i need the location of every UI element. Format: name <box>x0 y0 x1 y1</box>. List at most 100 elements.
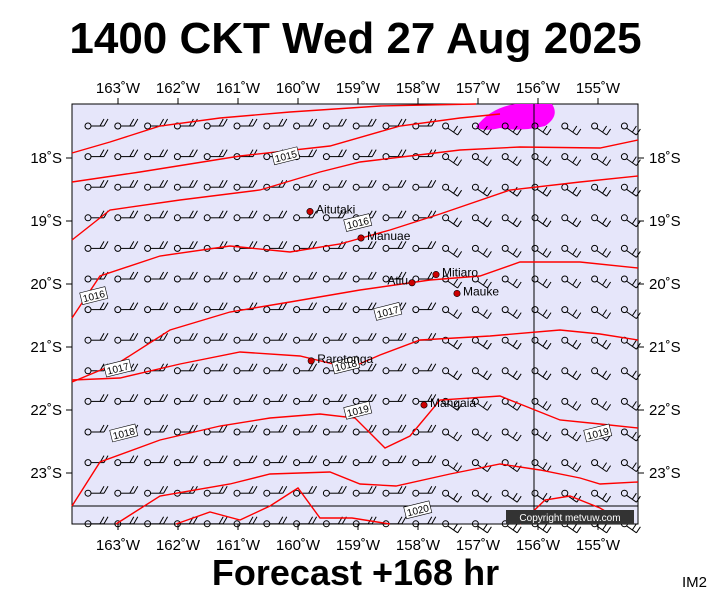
wind-barb-flag <box>457 465 463 472</box>
wind-barb-flag <box>252 516 258 525</box>
lon-label-top: 163˚W <box>96 80 141 97</box>
wind-barb-flag <box>341 149 347 157</box>
wind-barb-flag <box>222 210 228 219</box>
wind-barb-flag <box>486 251 492 258</box>
wind-barb-flag <box>192 149 198 157</box>
wind-barb-flag <box>159 394 165 402</box>
wind-barb-staff <box>596 372 607 381</box>
wind-barb-flag <box>542 462 548 469</box>
wind-barb-station <box>620 428 628 436</box>
wind-barb-flag <box>542 186 548 194</box>
wind-barb-station <box>561 459 569 467</box>
places-layer: Aitutaki Manuae Atiu Mitiaro Mauke Rarotonga M… <box>306 203 499 410</box>
wind-barb-flag <box>512 431 518 439</box>
wind-barb-station <box>531 214 539 222</box>
wind-barb-flag <box>337 271 343 280</box>
wind-barb-staff <box>566 127 578 136</box>
wind-barb-flag <box>635 373 641 381</box>
wind-barb-station <box>591 153 599 161</box>
wind-barb-flag <box>252 210 258 219</box>
wind-barb-flag <box>602 401 608 408</box>
wind-barb-staff <box>626 402 637 411</box>
wind-barb-staff <box>536 525 548 534</box>
wind-barb-flag <box>129 485 135 494</box>
wind-barb-staff <box>536 127 548 136</box>
wind-barb-flag <box>278 455 284 463</box>
ocean-background <box>71 103 639 525</box>
wind-barb-flag <box>103 485 109 494</box>
isobar-label-text: 1020 <box>406 503 431 519</box>
wind-barb-flag <box>163 424 169 433</box>
wind-barb-flag <box>218 118 224 127</box>
wind-barb-flag <box>308 485 314 494</box>
wind-barb-flag <box>341 118 347 127</box>
wind-barb-flag <box>103 118 109 127</box>
lat-label-right: 19˚S <box>649 213 681 230</box>
wind-barb-flag <box>431 424 437 433</box>
wind-barb-flag <box>159 424 165 433</box>
wind-barb-station <box>531 306 539 314</box>
place-label: Mangaia <box>430 396 476 410</box>
wind-barb-flag <box>572 248 578 255</box>
wind-barb-flag <box>371 455 377 463</box>
isobar-line <box>71 329 639 381</box>
wind-barb-flag <box>312 118 318 127</box>
wind-barb-flag <box>572 370 578 378</box>
wind-barb-flag <box>401 241 407 249</box>
wind-barb-station <box>531 397 539 405</box>
wind-barb-flag <box>631 217 637 225</box>
wind-barb-staff <box>536 372 548 381</box>
wind-barb-flag <box>222 455 228 463</box>
wind-barb-flag <box>129 271 135 280</box>
isobar-label-box <box>373 302 403 321</box>
wind-barb-flag <box>129 241 135 249</box>
wind-barb-flag <box>602 217 608 225</box>
wind-barb-flag <box>572 278 578 286</box>
wind-barb-flag <box>602 125 608 133</box>
isobar-label-text: 1019 <box>346 404 371 420</box>
wind-barb-flag <box>248 424 254 433</box>
wind-barb-flag <box>546 159 552 166</box>
wind-barb-flag <box>129 118 135 127</box>
wind-barb-flag <box>397 118 403 127</box>
wind-barb-flag <box>337 302 343 310</box>
wind-barb-flag <box>453 523 459 531</box>
wind-barb-flag <box>397 455 403 463</box>
wind-barb-staff <box>506 402 518 411</box>
wind-barb-flag <box>457 373 463 381</box>
wind-barb-flag <box>99 302 105 310</box>
wind-barb-flag <box>159 179 165 188</box>
wind-barb-flag <box>248 118 254 127</box>
wind-barb-flag <box>308 179 314 188</box>
image-code: IM2 <box>681 574 707 591</box>
wind-barb-flag <box>341 485 347 494</box>
wind-barb-flag <box>218 332 224 341</box>
wind-barb-flag <box>192 118 198 127</box>
wind-barb-flag <box>188 210 194 219</box>
wind-barb-flag <box>457 251 463 258</box>
wind-barb-flag <box>371 394 377 402</box>
wind-barb-station <box>561 428 569 436</box>
wind-barb-staff <box>536 249 548 258</box>
wind-barb-flag <box>576 251 582 258</box>
wind-barb-flag <box>576 220 582 228</box>
wind-barb-flag <box>427 516 433 525</box>
wind-barb-flag <box>278 241 284 249</box>
wind-barb-station <box>501 122 509 130</box>
wind-barb-flag <box>371 302 377 310</box>
wind-barb-flag <box>602 462 608 469</box>
wind-barb-flag <box>631 278 637 286</box>
wind-barb-flag <box>312 516 318 525</box>
wind-barb-flag <box>282 455 288 463</box>
wind-barb-flag <box>572 339 578 347</box>
wind-barb-flag <box>129 394 135 402</box>
wind-barb-staff <box>506 341 518 350</box>
wind-barb-flag <box>278 394 284 402</box>
wind-barb-flag <box>222 485 228 494</box>
wind-barb-flag <box>367 485 373 494</box>
wind-barb-flag <box>252 424 258 433</box>
wind-barb-flag <box>572 492 578 500</box>
wind-barb-flag <box>367 241 373 249</box>
wind-barb-flag <box>192 241 198 249</box>
isobar-label-box <box>343 213 373 232</box>
